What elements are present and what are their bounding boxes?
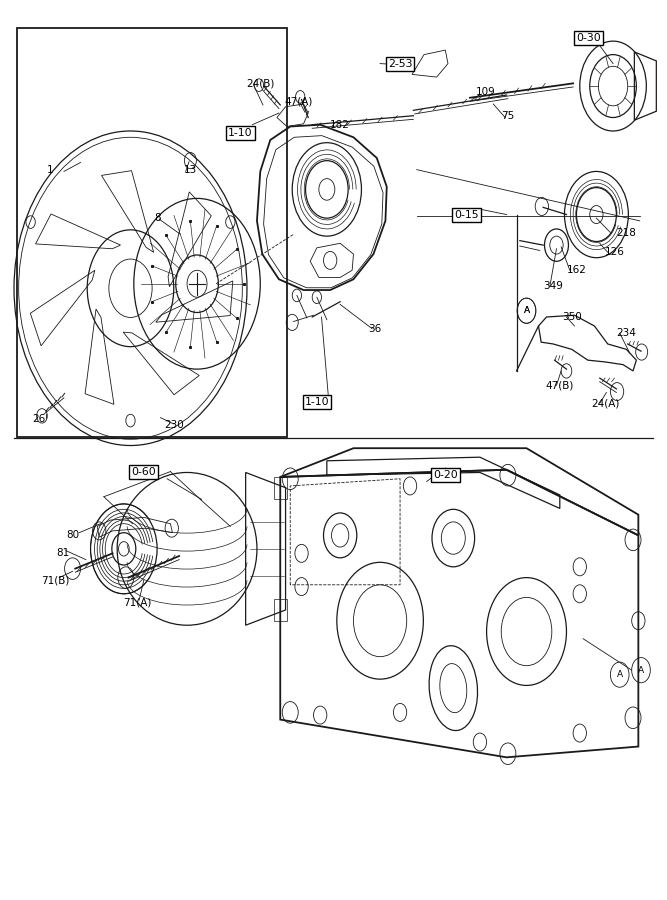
Text: 1: 1 xyxy=(47,165,54,175)
Text: 81: 81 xyxy=(56,548,69,558)
Text: 350: 350 xyxy=(562,312,582,322)
Text: A: A xyxy=(524,306,530,315)
Text: 2-53: 2-53 xyxy=(388,58,412,68)
Text: 47(B): 47(B) xyxy=(546,381,574,391)
Text: 71(A): 71(A) xyxy=(123,598,151,608)
Text: 24(A): 24(A) xyxy=(591,399,619,409)
Text: 0-60: 0-60 xyxy=(131,466,156,477)
Text: 234: 234 xyxy=(616,328,636,338)
Text: 1-10: 1-10 xyxy=(305,398,329,408)
Text: A: A xyxy=(638,666,644,675)
Text: 349: 349 xyxy=(543,282,563,292)
Bar xyxy=(17,28,287,436)
Text: 8: 8 xyxy=(154,213,161,223)
Text: 0-15: 0-15 xyxy=(454,210,479,220)
Text: 47(A): 47(A) xyxy=(285,96,313,106)
Text: 13: 13 xyxy=(184,165,197,175)
Text: A: A xyxy=(617,670,623,680)
Text: 0-30: 0-30 xyxy=(576,33,601,43)
Text: 24(B): 24(B) xyxy=(246,78,274,88)
Text: 71(B): 71(B) xyxy=(41,575,69,585)
Text: 126: 126 xyxy=(604,248,624,257)
Text: 230: 230 xyxy=(164,419,183,430)
Text: 0-20: 0-20 xyxy=(433,470,458,481)
Text: 36: 36 xyxy=(368,324,382,334)
Text: 162: 162 xyxy=(566,266,586,275)
Text: 182: 182 xyxy=(330,120,350,130)
Text: 75: 75 xyxy=(502,111,514,121)
Text: 218: 218 xyxy=(616,228,636,238)
Text: 1-10: 1-10 xyxy=(228,128,253,138)
Text: A: A xyxy=(524,306,530,315)
Bar xyxy=(273,477,287,499)
Text: 109: 109 xyxy=(476,87,495,97)
Text: 26: 26 xyxy=(33,413,46,424)
Text: 80: 80 xyxy=(66,530,79,540)
Bar xyxy=(273,599,287,621)
